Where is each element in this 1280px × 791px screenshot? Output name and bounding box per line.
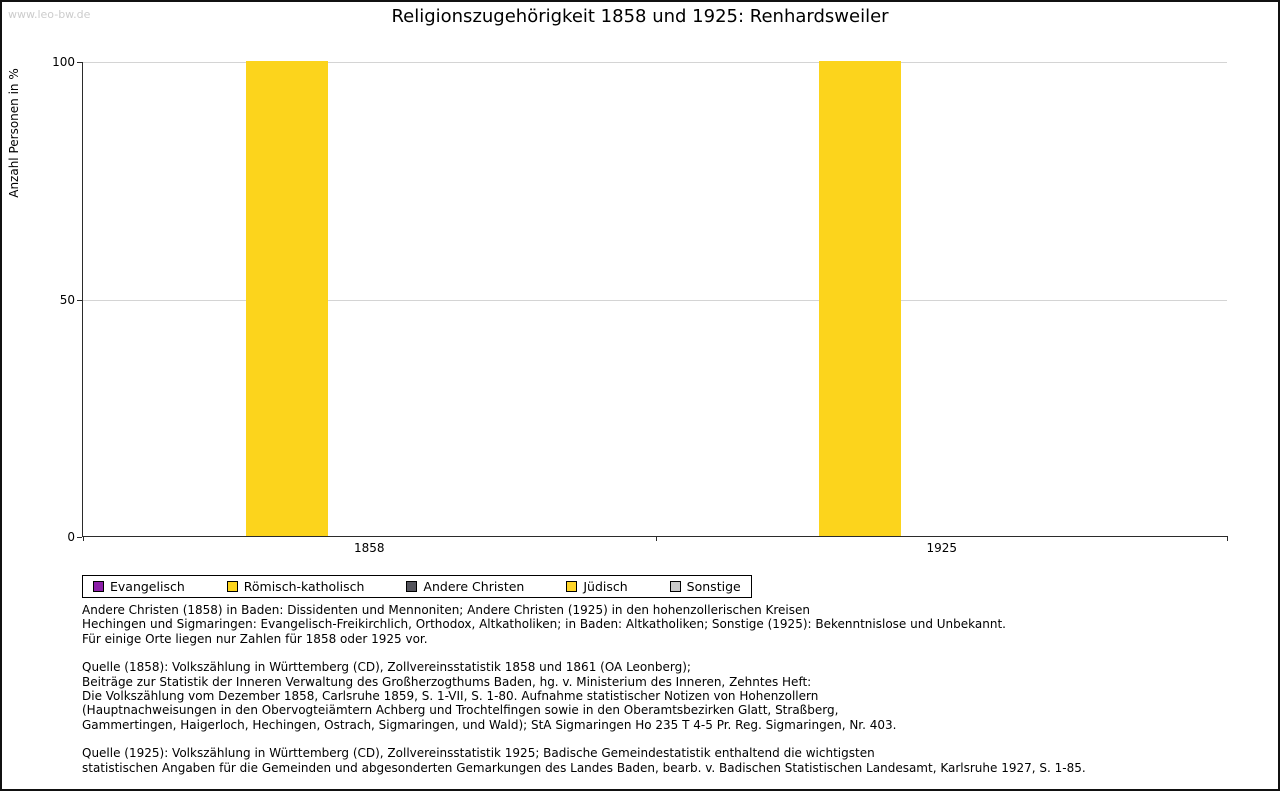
notes-paragraph-1: Andere Christen (1858) in Baden: Disside… <box>82 603 1006 646</box>
legend-item-evangelisch: Evangelisch <box>93 579 185 594</box>
notes-paragraph-3: Quelle (1925): Volkszählung in Württembe… <box>82 746 1086 775</box>
legend-label-sonstige: Sonstige <box>686 579 741 594</box>
y-tick-mark <box>77 299 82 301</box>
plot-area: 0 50 100 1858 1925 <box>52 55 1228 555</box>
y-tick-mark <box>77 537 82 538</box>
watermark: www.leo-bw.de <box>8 8 91 21</box>
legend-item-sonstige: Sonstige <box>669 579 741 594</box>
legend-swatch-andere-christen <box>406 581 418 592</box>
legend: Evangelisch Römisch-katholisch Andere Chri… <box>82 575 752 598</box>
x-tick-mark <box>655 536 657 541</box>
legend-swatch-j-disch <box>566 581 578 592</box>
x-tick-label-1925: 1925 <box>926 541 958 555</box>
legend-swatch-r-misch-katholisch <box>226 581 238 592</box>
x-tick-mark <box>1227 536 1228 541</box>
y-tick-label-0: 0 <box>67 530 75 544</box>
legend-label-j-disch: Jüdisch <box>583 579 628 594</box>
legend-swatch-evangelisch <box>93 581 104 592</box>
legend-item-andere-christen: Andere Christen <box>406 579 524 594</box>
x-tick-label-1858: 1858 <box>353 541 385 555</box>
legend-item-r-misch-katholisch: Römisch-katholisch <box>226 579 365 594</box>
legend-label-andere-christen: Andere Christen <box>423 579 525 594</box>
y-tick-label-50: 50 <box>59 292 75 307</box>
chart-title: Religionszugehörigkeit 1858 und 1925: Re… <box>391 6 889 27</box>
gridline-50 <box>83 299 1227 301</box>
bar-1858-r-misch-katholisch <box>246 61 329 536</box>
legend-label-evangelisch: Evangelisch <box>110 579 185 594</box>
x-tick-mark <box>83 536 84 541</box>
y-axis-label: Anzahl Personen in % <box>7 68 21 198</box>
gridline-100 <box>83 62 1227 63</box>
y-tick-mark <box>77 62 82 63</box>
notes: Andere Christen (1858) in Baden: Disside… <box>82 603 1086 789</box>
legend-label-r-misch-katholisch: Römisch-katholisch <box>243 579 365 594</box>
y-tick-label-100: 100 <box>52 55 75 69</box>
legend-item-j-disch: Jüdisch <box>566 579 628 594</box>
legend-swatch-sonstige <box>669 581 681 592</box>
bar-1925-r-misch-katholisch <box>818 61 901 536</box>
notes-paragraph-2: Quelle (1858): Volkszählung in Württembe… <box>82 660 897 732</box>
